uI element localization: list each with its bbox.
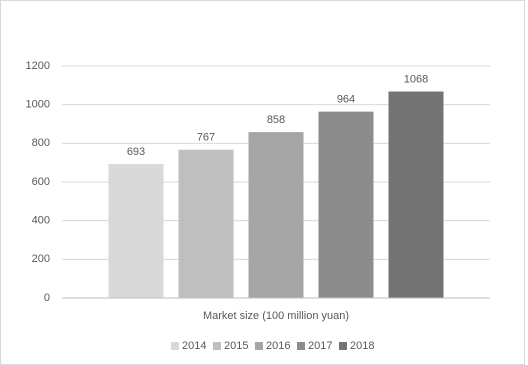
- bar: [248, 132, 304, 298]
- data-label: 1068: [404, 73, 428, 85]
- y-tick-label: 600: [32, 176, 50, 188]
- bar: [318, 111, 374, 298]
- y-tick-label: 1000: [26, 99, 50, 111]
- y-tick-label: 800: [32, 137, 50, 149]
- legend-swatch: [255, 342, 263, 350]
- data-label: 964: [337, 94, 355, 106]
- bar: [388, 91, 444, 299]
- legend-label: 2018: [350, 340, 374, 352]
- legend-label: 2017: [308, 340, 332, 352]
- legend-swatch: [171, 342, 179, 350]
- legend-swatch: [213, 342, 221, 350]
- data-label: 767: [197, 132, 215, 144]
- y-tick-label: 400: [32, 215, 50, 227]
- legend-label: 2014: [182, 340, 206, 352]
- y-tick-label: 1200: [26, 60, 50, 72]
- legend-swatch: [339, 342, 347, 350]
- data-label: 858: [267, 114, 285, 126]
- bar: [178, 149, 234, 298]
- legend-label: 2016: [266, 340, 290, 352]
- legend-swatch: [297, 342, 305, 350]
- legend-label: 2015: [224, 340, 248, 352]
- data-label: 693: [127, 146, 145, 158]
- x-tick-label: Market size (100 million yuan): [203, 310, 349, 322]
- bar: [108, 164, 164, 298]
- y-tick-label: 200: [32, 253, 50, 265]
- y-tick-label: 0: [44, 292, 50, 304]
